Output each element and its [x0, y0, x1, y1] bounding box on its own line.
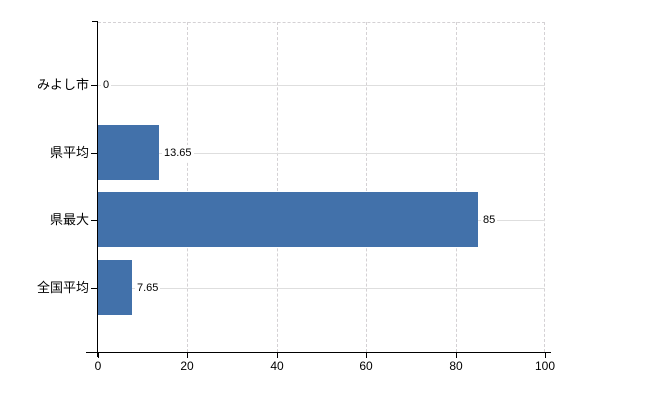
y-axis-line — [97, 21, 98, 357]
gridline-vertical — [277, 22, 278, 352]
x-axis-tick — [98, 353, 99, 358]
y-axis-tick — [91, 220, 98, 221]
x-axis-tick — [456, 353, 457, 358]
value-label-2: 85 — [481, 212, 498, 228]
y-axis-tick — [91, 153, 98, 154]
gridline-vertical — [366, 22, 367, 352]
gridline-vertical — [456, 22, 457, 352]
bar-1 — [98, 125, 159, 180]
plot-area: 0 13.65 85 7.65 — [98, 22, 545, 352]
x-axis-tick — [187, 353, 188, 358]
y-axis-top-tick — [92, 21, 98, 22]
gridline-horizontal — [98, 288, 545, 289]
x-tick-label-4: 80 — [449, 359, 463, 373]
bar-3 — [98, 260, 132, 315]
x-tick-label-1: 20 — [180, 359, 194, 373]
gridline-vertical — [544, 22, 545, 352]
category-label-3: 全国平均 — [36, 280, 89, 295]
category-label-2: 県最大 — [49, 212, 89, 227]
x-axis-tick — [545, 353, 546, 358]
value-label-0: 0 — [101, 77, 112, 93]
x-tick-label-2: 40 — [270, 359, 284, 373]
value-label-3: 7.65 — [135, 280, 161, 296]
bar-2 — [98, 192, 478, 247]
y-axis-tick — [91, 85, 98, 86]
gridline-horizontal — [98, 153, 545, 154]
gridline-horizontal — [98, 85, 545, 86]
x-tick-label-3: 60 — [359, 359, 373, 373]
x-axis-line — [86, 352, 551, 353]
plot-top-border — [98, 22, 545, 23]
x-axis-tick — [366, 353, 367, 358]
category-label-0: みよし市 — [36, 77, 89, 92]
category-label-1: 県平均 — [49, 145, 89, 160]
x-tick-label-5: 100 — [534, 359, 556, 373]
value-label-1: 13.65 — [162, 145, 194, 161]
x-tick-label-0: 0 — [94, 359, 102, 373]
y-axis-tick — [91, 288, 98, 289]
gridline-vertical — [187, 22, 188, 352]
x-axis-tick — [277, 353, 278, 358]
